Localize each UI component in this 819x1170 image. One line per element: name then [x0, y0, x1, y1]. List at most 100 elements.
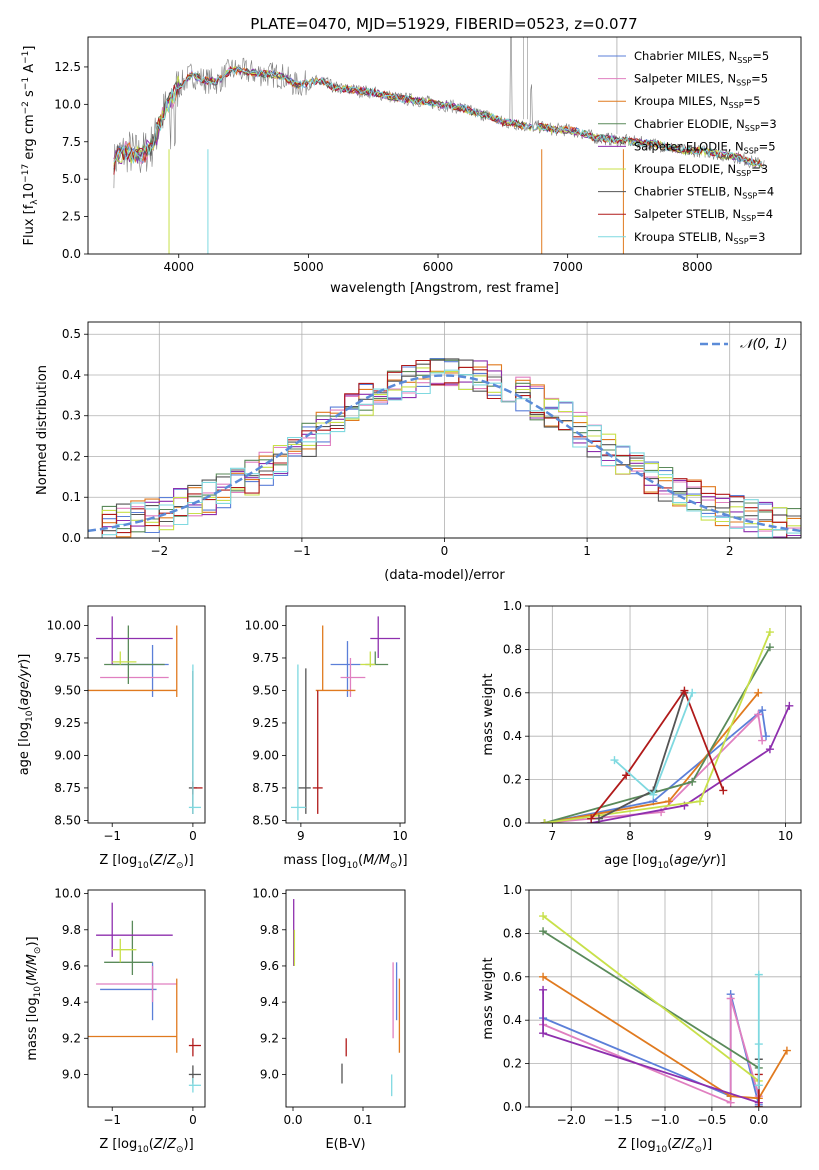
weight-marker: [610, 756, 619, 765]
weight-marker: [765, 745, 774, 754]
x-tick-label: 10: [392, 829, 407, 843]
weight_vs_Z-axes: −2.0 −1.5 −1.0 −0.5 0.0 0.0 0.2 0.4 0.6 0.8 1.0 Z […: [481, 883, 801, 1155]
weight-marker: [539, 1029, 548, 1038]
x-axis-label: Z [log10(Z/Z⊙)]: [618, 1137, 712, 1155]
label-part: SSP: [742, 192, 757, 201]
legend-label: Kroupa STELIB, NSSP=3: [634, 230, 765, 246]
x-tick-label: 4000: [163, 260, 194, 274]
y-tick-label: 0.0: [503, 1100, 522, 1114]
weight-marker: [540, 819, 549, 823]
y-tick-label: 9.50: [252, 683, 279, 697]
histogram-step: [88, 358, 801, 538]
label-part: Chabrier MILES, N: [634, 49, 737, 63]
label-part: Z [log: [99, 1137, 137, 1152]
label-part: λ: [30, 199, 40, 205]
legend-label: Salpeter STELIB, NSSP=4: [634, 207, 773, 223]
label-part: Salpeter ELODIE, N: [634, 139, 744, 153]
y-tick-label: 9.8: [260, 923, 279, 937]
x-tick-label: 6000: [423, 260, 454, 274]
label-part: (: [149, 1137, 154, 1152]
label-part: mass weight: [481, 673, 496, 755]
label-part: 10: [137, 861, 149, 871]
histogram-step: [88, 369, 801, 538]
x-tick-label: −1: [293, 544, 311, 558]
legend-label: Chabrier MILES, NSSP=5: [634, 49, 769, 65]
weight-marker: [765, 628, 774, 637]
y-tick-label: 9.75: [252, 651, 279, 665]
y-tick-label: 0.1: [62, 490, 81, 504]
weight-marker: [587, 814, 596, 823]
y-tick-label: 0.2: [503, 773, 522, 787]
errorbar-point: [312, 690, 323, 814]
label-part: Z: [166, 853, 177, 868]
weight_vs_Z-lines: [539, 912, 791, 1107]
y-tick-label: 9.8: [62, 923, 81, 937]
y-tick-label: 0.0: [62, 531, 81, 545]
label-part: )]: [17, 654, 32, 664]
label-part: Chabrier ELODIE, N: [634, 117, 745, 131]
figure-title: PLATE=0470, MJD=51929, FIBERID=0523, z=0…: [250, 15, 637, 33]
label-part: =4: [756, 207, 773, 221]
legend-label: Salpeter MILES, NSSP=5: [634, 72, 768, 88]
weight-line: [542, 998, 760, 1105]
weight-marker: [754, 1040, 763, 1049]
label-part: Z [log: [618, 1137, 656, 1152]
y-tick-label: 0.8: [503, 642, 522, 656]
weight-marker: [782, 1046, 791, 1055]
errorbar-point: [290, 664, 306, 821]
label-part: 10: [25, 710, 35, 722]
weight-marker: [594, 814, 603, 823]
residual-hist: [88, 358, 801, 538]
mass_vs_EBV-axes: 0.0 0.1 9.0 9.2 9.4 9.6 9.8 10.0 E(B-V): [252, 887, 372, 1152]
x-tick-label: 1: [583, 544, 591, 558]
axes-frame: [87, 889, 206, 1108]
y-tick-label: 0.5: [62, 327, 81, 341]
y-tick-label: 0.8: [503, 926, 522, 940]
label-part: Salpeter MILES, N: [634, 72, 736, 86]
x-axis-label: E(B-V): [325, 1137, 365, 1152]
y-tick-label: 0.0: [503, 816, 522, 830]
axes-frame: [87, 321, 802, 539]
legend-label: 𝒩(0, 1): [740, 337, 787, 352]
label-part: (: [149, 853, 154, 868]
weight-marker: [539, 927, 548, 936]
y-axis-label: mass [log10(M/M⊙)]: [25, 936, 43, 1060]
label-part: −1: [21, 77, 31, 90]
x-tick-label: 0: [441, 544, 449, 558]
x-axis-label: mass [log10(M/M⊙)]: [283, 853, 407, 871]
label-part: (data-model)/error: [384, 568, 505, 583]
weight-line: [544, 646, 771, 823]
errorbar-point: [112, 938, 137, 963]
x-axis-label: (data-model)/error: [384, 568, 505, 583]
label-part: Flux [f: [22, 204, 37, 245]
label-part: Kroupa MILES, N: [634, 94, 729, 108]
y-tick-label: 10.0: [252, 887, 279, 901]
errorbar-point: [188, 1078, 201, 1093]
label-part: /: [163, 853, 168, 868]
y-tick-label: 0.6: [503, 970, 522, 984]
legend-label: Salpeter ELODIE, NSSP=5: [634, 139, 776, 155]
weight-marker: [649, 790, 658, 799]
weight-marker: [754, 688, 763, 697]
label-part: 10: [656, 1145, 668, 1155]
errorbar-point: [96, 965, 177, 1003]
label-part: /: [163, 1137, 168, 1152]
label-part: age [log: [17, 722, 32, 775]
weight-marker: [688, 777, 697, 786]
errorbar-point: [96, 902, 173, 957]
x-tick-label: 7000: [552, 260, 583, 274]
normal-curve: [88, 374, 801, 533]
weight-line: [591, 705, 791, 823]
mass_vs_Z-points: [88, 902, 201, 1093]
label-part: s: [22, 90, 37, 101]
label-part: mass [log: [283, 853, 346, 868]
label-part: age/yr: [17, 662, 32, 705]
x-tick-label: −1.0: [650, 1113, 679, 1127]
label-part: )]: [716, 853, 726, 868]
legend-label: Chabrier STELIB, NSSP=4: [634, 185, 774, 201]
label-part: −17: [21, 164, 31, 183]
y-tick-label: 9.25: [252, 716, 279, 730]
y-tick-label: 9.00: [54, 748, 81, 762]
weight-marker: [622, 771, 631, 780]
